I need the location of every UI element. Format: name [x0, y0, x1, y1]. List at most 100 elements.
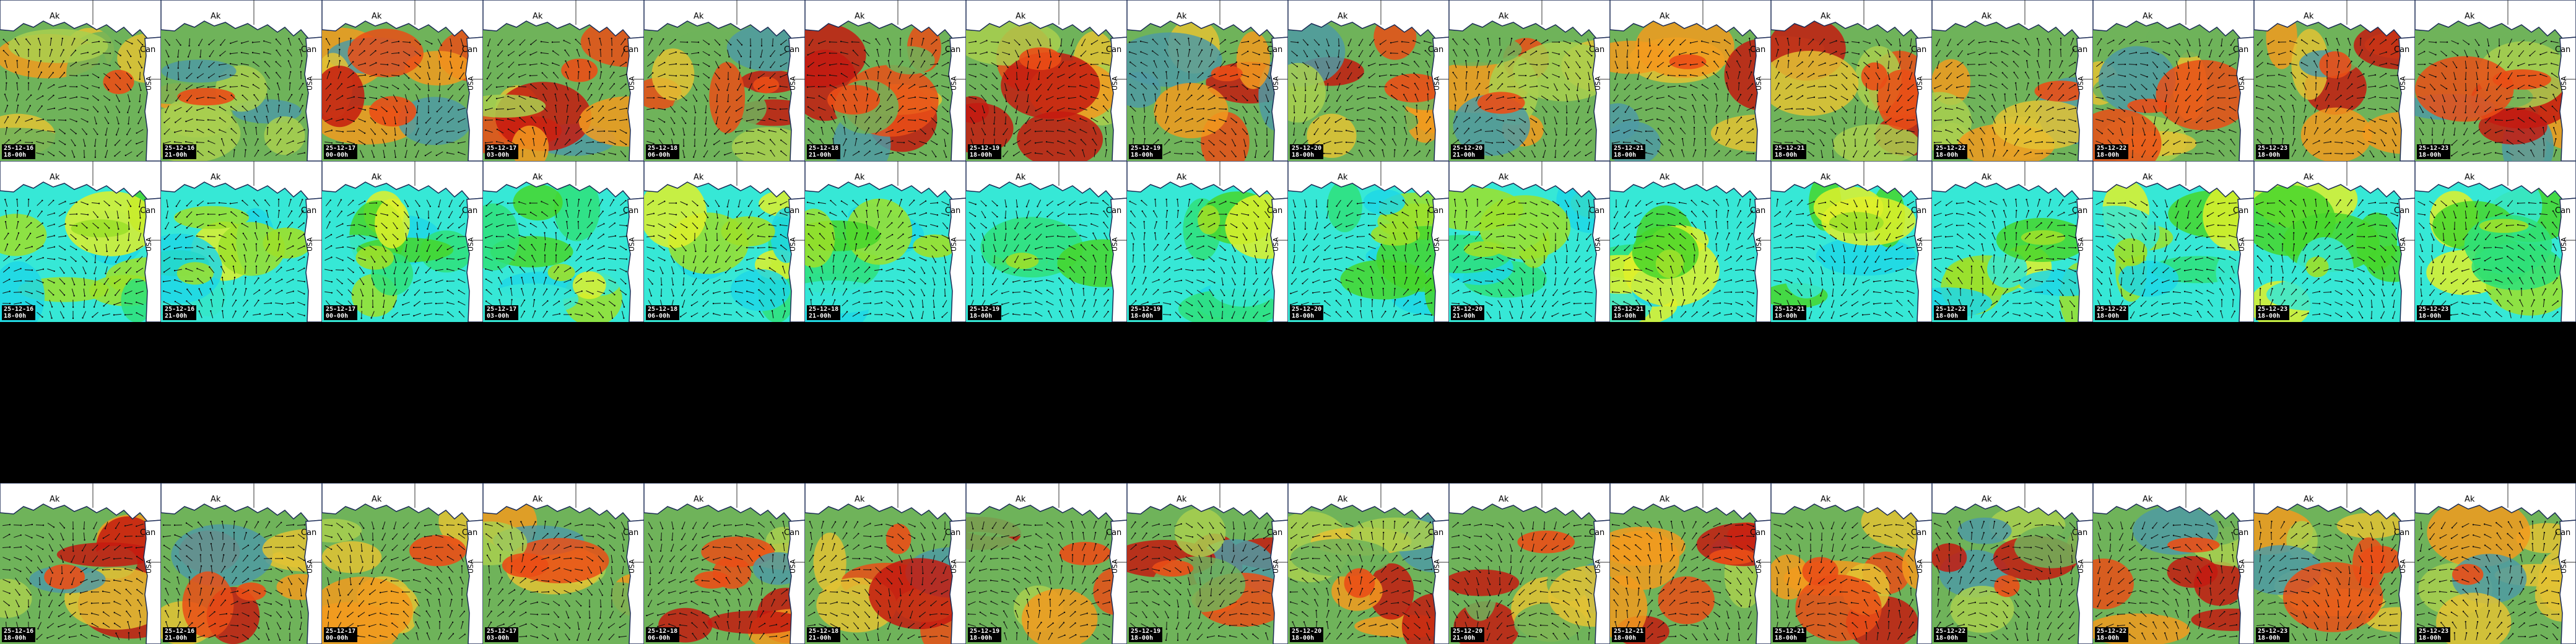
wind-arrow-head [31, 142, 33, 144]
wind-arrow-head [2529, 54, 2531, 57]
wind-arrow-head [2363, 107, 2365, 109]
wind-arrow-head [6, 105, 9, 107]
wind-arrow-head [1693, 126, 1695, 129]
wind-arrow-head [780, 139, 782, 141]
wind-arrow-head [876, 48, 878, 51]
wind-arrow-head [1235, 61, 1238, 63]
wind-arrow-head [746, 110, 748, 111]
map-frame[interactable]: Ak Can USA 25-12-21 18-00h [1771, 0, 1932, 161]
wind-arrow-head [1844, 145, 1846, 147]
wind-arrow [1392, 116, 1397, 124]
wind-arrow-head [1657, 139, 1660, 141]
wind-arrow-head [1777, 49, 1779, 51]
wind-arrow-head [1046, 77, 1048, 79]
wind-arrow-head [1946, 88, 1947, 90]
wind-arrow [2107, 139, 2113, 146]
map-frame[interactable]: Ak Can USA 25-12-17 00-00h [322, 0, 483, 161]
wind-arrow-head [1453, 60, 1455, 62]
map-frame[interactable]: Ak Can USA 25-12-20 21-00h [1449, 0, 1610, 161]
wind-arrow-head [1991, 94, 1993, 95]
map-frame[interactable]: Ak Can USA 25-12-18 21-00h [805, 0, 966, 161]
wind-arrow-head [997, 53, 999, 56]
wind-arrow [1091, 107, 1099, 111]
map-frame[interactable]: Ak Can USA 25-12-19 18-00h [966, 0, 1127, 161]
map-frame[interactable]: Ak Can USA 25-12-16 21-00h [161, 0, 322, 161]
wind-arrow-head [1007, 77, 1009, 80]
wind-arrow [2025, 94, 2030, 102]
wind-arrow-head [664, 73, 666, 76]
wind-arrow-head [187, 56, 189, 58]
wind-arrow-head [518, 54, 521, 56]
wind-arrow [758, 84, 765, 89]
wind-arrow-head [1627, 45, 1629, 47]
wind-arrow-head [1657, 66, 1659, 67]
wind-arrow-head [1152, 82, 1154, 85]
wind-arrow [1177, 72, 1179, 79]
intensity-core [753, 76, 780, 94]
map-frame[interactable]: Ak Can USA 25-12-18 06-00h [644, 0, 805, 161]
wind-arrow [508, 140, 515, 145]
wind-arrow-head [497, 77, 498, 79]
wind-arrow [438, 60, 441, 69]
wind-arrow-head [565, 94, 567, 95]
wind-arrow-head [2006, 149, 2008, 152]
map-frame[interactable]: Ak Can USA 25-12-21 18-00h [1610, 0, 1771, 161]
wind-arrow [1784, 108, 1793, 110]
wind-arrow [277, 83, 281, 90]
wind-arrow-head [52, 72, 54, 74]
wind-arrow-head [519, 116, 521, 119]
map-frame[interactable]: Ak Can USA 25-12-22 18-00h [2093, 0, 2254, 161]
map-frame[interactable]: Ak Can USA 25-12-16 18-00h [0, 0, 161, 161]
wind-arrow-head [2206, 99, 2209, 101]
wind-arrow [1682, 139, 1684, 146]
wind-arrow [1080, 129, 1087, 134]
wind-arrow-head [1713, 82, 1716, 85]
wind-arrow [1046, 141, 1054, 144]
wind-arrow-head [275, 61, 277, 63]
label-usa: USA [950, 76, 958, 90]
wind-arrow [1068, 108, 1077, 110]
intensity-region [1001, 52, 1100, 119]
wind-arrow [2393, 150, 2395, 157]
map-frame[interactable]: Ak Can USA 25-12-23 18-00h [2254, 0, 2415, 161]
map-frame[interactable]: Ak Can USA 25-12-22 18-00h [1932, 0, 2093, 161]
wind-arrow-head [1318, 55, 1320, 58]
wind-arrow-head [186, 100, 188, 102]
wind-arrow-head [1142, 94, 1144, 95]
wind-arrow-head [1317, 67, 1319, 69]
wind-arrow-head [1812, 133, 1814, 135]
wind-arrow [2496, 107, 2503, 111]
wind-arrow-head [2385, 108, 2388, 111]
wind-arrow [770, 50, 776, 57]
wind-arrow [780, 139, 788, 146]
wind-arrow-head [855, 115, 857, 118]
map-frame[interactable]: Ak Can USA 25-12-19 18-00h [1127, 0, 1288, 161]
wind-arrow-head [1751, 83, 1754, 85]
wind-arrow-head [1668, 44, 1671, 46]
map-frame[interactable]: Ak Can USA 25-12-20 18-00h [1288, 0, 1449, 161]
map-frame[interactable]: Ak Can USA 25-12-23 18-00h [2415, 0, 2576, 161]
wind-arrow [1702, 41, 1709, 43]
map-frame[interactable]: Ak Can USA 25-12-16 18-00h [0, 161, 161, 322]
wind-arrow-head [1585, 121, 1587, 123]
wind-arrow [300, 50, 302, 57]
wind-arrow-head [1978, 84, 1980, 87]
wind-arrow [1679, 63, 1687, 66]
wind-arrow [2429, 63, 2436, 66]
wind-arrow [2185, 130, 2192, 133]
wind-arrow-head [2074, 61, 2076, 64]
wind-arrow [1164, 139, 1170, 146]
wind-arrow-head [487, 56, 489, 58]
wind-arrow [276, 116, 281, 124]
wind-arrow [1957, 107, 1964, 111]
wind-arrow-head [1068, 140, 1070, 142]
wind-arrow [646, 108, 654, 110]
wind-arrow [1588, 71, 1590, 80]
wind-arrow-head [2487, 45, 2490, 47]
wind-arrow-head [2317, 127, 2319, 129]
map-frame[interactable]: Ak Can USA 25-12-17 03-00h [483, 0, 644, 161]
wind-arrow-head [2496, 66, 2498, 68]
wind-arrow [736, 118, 743, 123]
wind-arrow [1402, 63, 1409, 66]
wind-arrow-head [2363, 84, 2365, 86]
